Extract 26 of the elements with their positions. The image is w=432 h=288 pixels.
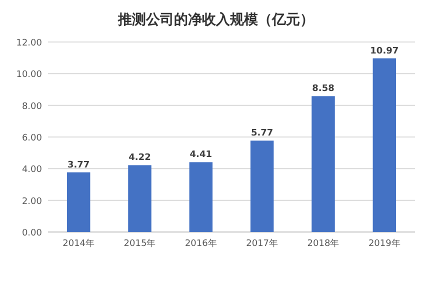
chart-title: 推测公司的净收入规模（亿元） [117,12,314,28]
x-tick-label: 2014年 [62,238,95,249]
bar [372,58,396,232]
y-tick-label: 12.00 [16,38,42,48]
data-label: 8.58 [312,84,334,94]
data-label: 5.77 [250,128,274,139]
data-label: 4.22 [128,153,151,164]
y-tick-label: 0.00 [22,228,42,238]
data-label: 4.41 [190,150,212,160]
bar [250,140,274,232]
x-tick-label: 2016年 [184,238,217,249]
bar [312,96,335,232]
bar [66,172,90,232]
data-label: 10.97 [370,46,399,56]
x-tick-label: 2019年 [368,238,400,249]
y-tick-label: 6.00 [22,134,42,144]
x-tick-label: 2015年 [124,238,156,249]
data-label: 3.77 [67,160,90,170]
y-tick-label: 2.00 [22,196,42,207]
x-tick-label: 2017年 [246,238,278,249]
y-tick-label: 10.00 [16,70,42,80]
bar [128,165,152,232]
y-tick-label: 4.00 [22,165,42,176]
y-tick-label: 8.00 [22,102,42,112]
x-tick-label: 2018年 [307,238,340,249]
bar [189,162,213,232]
